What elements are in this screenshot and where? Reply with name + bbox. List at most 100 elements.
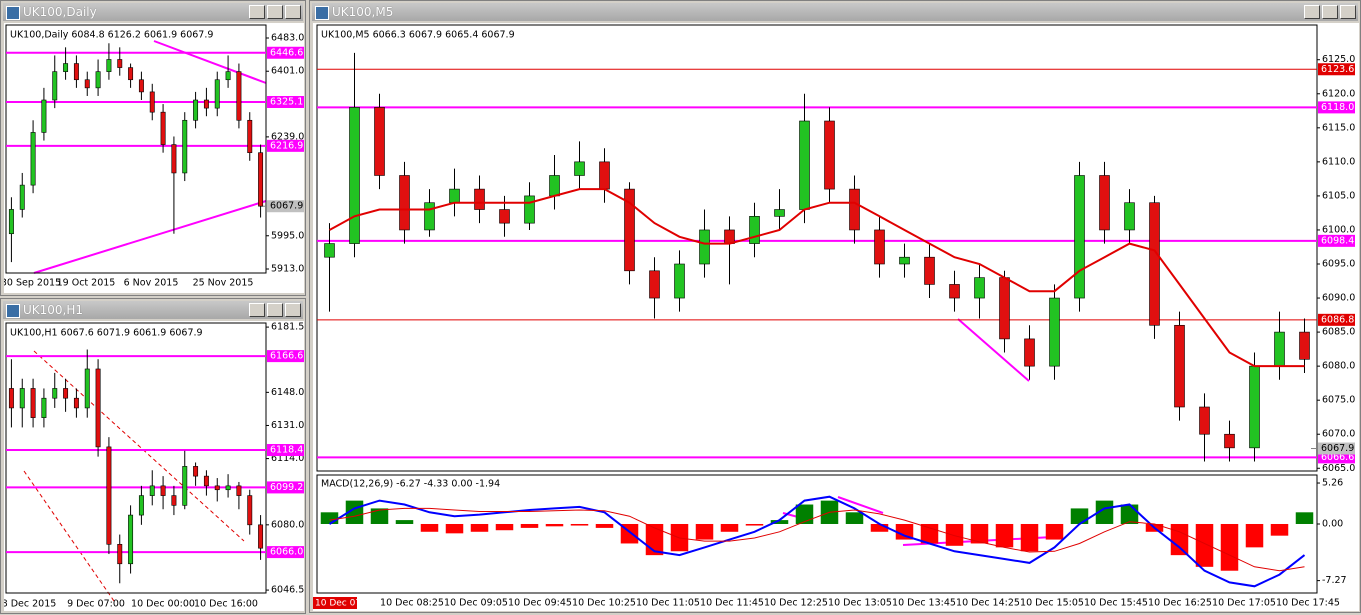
candle-body (41, 99, 47, 133)
macd-bar (370, 508, 389, 524)
chart-window[interactable]: UK100,H1 6181.5 6148.0 6131.0 6114.0 6080.0 6… (0, 298, 306, 614)
macd-bar (1020, 523, 1039, 552)
x-tick-label: 10 Dec 11:05 (636, 598, 700, 609)
candle-body (724, 229, 735, 244)
y-tick-label: 6090.0 (1322, 293, 1355, 304)
candle-body (1074, 175, 1085, 299)
candle-body (225, 71, 231, 81)
price-tag-label: 6066.0 (270, 547, 303, 558)
maximize-button[interactable] (267, 303, 283, 317)
candle-body (1174, 324, 1185, 408)
y-tick-label: 6070.0 (1322, 429, 1355, 440)
y-tick-label: 6085.0 (1322, 327, 1355, 338)
indicator-label: MACD(12,26,9) -6.27 -4.33 0.00 -1.94 (321, 479, 500, 490)
close-button[interactable] (285, 303, 301, 317)
minimize-button[interactable] (1304, 5, 1320, 19)
candle-body (149, 485, 155, 496)
candle-body (117, 59, 123, 68)
candle-body (128, 67, 134, 81)
x-tick-label: 10 Dec 09:05 (444, 598, 508, 609)
candle-body (138, 495, 144, 516)
macd-bar (320, 512, 339, 524)
candle-body (749, 216, 760, 244)
y-tick-label: 6080.0 (271, 519, 304, 530)
candle-body (824, 120, 835, 190)
title-bar[interactable]: UK100,Daily (3, 3, 303, 21)
y-tick-label: 6131.0 (271, 420, 304, 431)
price-tag-label: 6216.9 (270, 140, 303, 151)
macd-bar (845, 512, 864, 524)
chart-window[interactable]: UK100,M5 6125.0 6120.0 6115.0 6110.0 6105.0 6… (309, 0, 1361, 613)
y-tick-label: 6075.0 (1322, 395, 1355, 406)
maximize-button[interactable] (267, 5, 283, 19)
y-tick-label: 6115.0 (1322, 122, 1355, 133)
candle-body (63, 63, 69, 72)
candle-body (474, 188, 485, 210)
x-tick-label: 10 Dec 13:45 (892, 598, 956, 609)
x-tick-label: 10 Dec 00:00 (131, 599, 195, 610)
macd-bar (495, 523, 514, 531)
window-title: UK100,M5 (332, 5, 394, 19)
macd-bar (1195, 523, 1214, 567)
candle-body (214, 79, 220, 109)
candle-body (19, 388, 25, 409)
candle-body (8, 388, 14, 409)
x-tick-label: 6 Nov 2015 (124, 278, 179, 289)
x-tick-label: 10 Dec 08:25 (380, 598, 444, 609)
candle-body (649, 270, 660, 299)
price-tag-label: 6067.9 (1321, 443, 1354, 454)
title-bar[interactable]: UK100,H1 (3, 301, 303, 319)
macd-bar (595, 523, 614, 528)
candle-body (95, 368, 101, 448)
price-tag (1318, 313, 1355, 326)
trend-line (153, 40, 267, 84)
y-tick-label: 6065.0 (1322, 463, 1355, 474)
x-tick-label: 9 Dec 07:00 (67, 599, 125, 610)
candle-body (247, 119, 253, 153)
price-tag-label: 6123.6 (1321, 64, 1354, 75)
candle-body (599, 161, 610, 190)
y-tick-label: 6095.0 (1322, 259, 1355, 270)
macd-bar (570, 523, 589, 526)
y-tick-label: 6239.0 (271, 131, 304, 142)
macd-bar (470, 523, 489, 532)
close-button[interactable] (285, 5, 301, 19)
y-tick-label: 0.00 (1322, 518, 1343, 529)
x-tick-label: 10 Dec 09:45 (508, 598, 572, 609)
title-bar[interactable]: UK100,M5 (312, 3, 1358, 21)
macd-bar (1170, 523, 1189, 556)
x-tick-label: 19 Oct 2015 (57, 278, 116, 289)
candle-body (41, 397, 47, 418)
y-tick-label: 5995.0 (271, 230, 304, 241)
price-tag-label: 6099.2 (270, 482, 303, 493)
chart-window[interactable]: UK100,Daily 6483.0 6401.0 6239.0 5995.0 5913… (0, 0, 306, 296)
macd-bar (895, 523, 914, 540)
x-tick-label: 10 Dec 14:25 (956, 598, 1020, 609)
close-button[interactable] (1340, 5, 1356, 19)
macd-bar (970, 523, 989, 544)
candle-body (1024, 338, 1035, 367)
macd-bar (945, 523, 964, 546)
minimize-button[interactable] (249, 5, 265, 19)
macd-bar (445, 523, 464, 534)
window-title: UK100,Daily (23, 5, 97, 19)
maximize-button[interactable] (1322, 5, 1338, 19)
candle-body (160, 111, 166, 145)
candle-body (236, 485, 242, 496)
x-tick-label: 10 Dec 17:05 (1212, 598, 1276, 609)
minimize-button[interactable] (249, 303, 265, 317)
trend-line (837, 496, 884, 514)
candle-body (84, 368, 90, 409)
y-tick-label: 6110.0 (1322, 156, 1355, 167)
x-tick-label: 10 Dec 13:05 (828, 598, 892, 609)
price-tag (267, 46, 304, 59)
channel-line (23, 470, 115, 602)
trend-line (957, 318, 1030, 382)
x-tick-label: 8 Dec 2015 (4, 599, 56, 610)
candle-body (574, 161, 585, 176)
candle-body (106, 59, 112, 72)
candle-body (193, 466, 199, 477)
price-tag (1318, 101, 1355, 114)
candle-body (106, 446, 112, 545)
